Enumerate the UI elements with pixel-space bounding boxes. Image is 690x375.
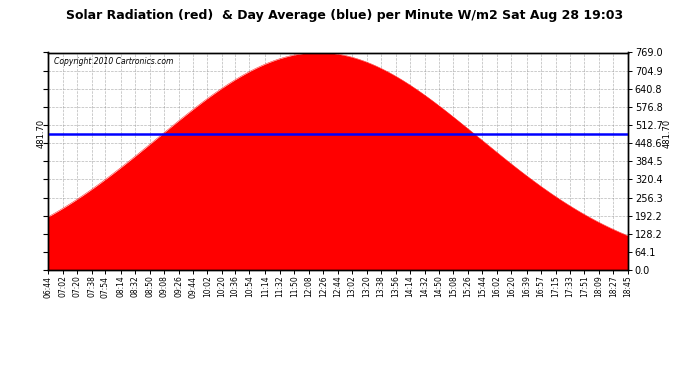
Text: 481.70: 481.70 bbox=[37, 119, 46, 148]
Text: Solar Radiation (red)  & Day Average (blue) per Minute W/m2 Sat Aug 28 19:03: Solar Radiation (red) & Day Average (blu… bbox=[66, 9, 624, 22]
Text: 481.70: 481.70 bbox=[662, 119, 671, 148]
Text: Copyright 2010 Cartronics.com: Copyright 2010 Cartronics.com bbox=[54, 57, 173, 66]
